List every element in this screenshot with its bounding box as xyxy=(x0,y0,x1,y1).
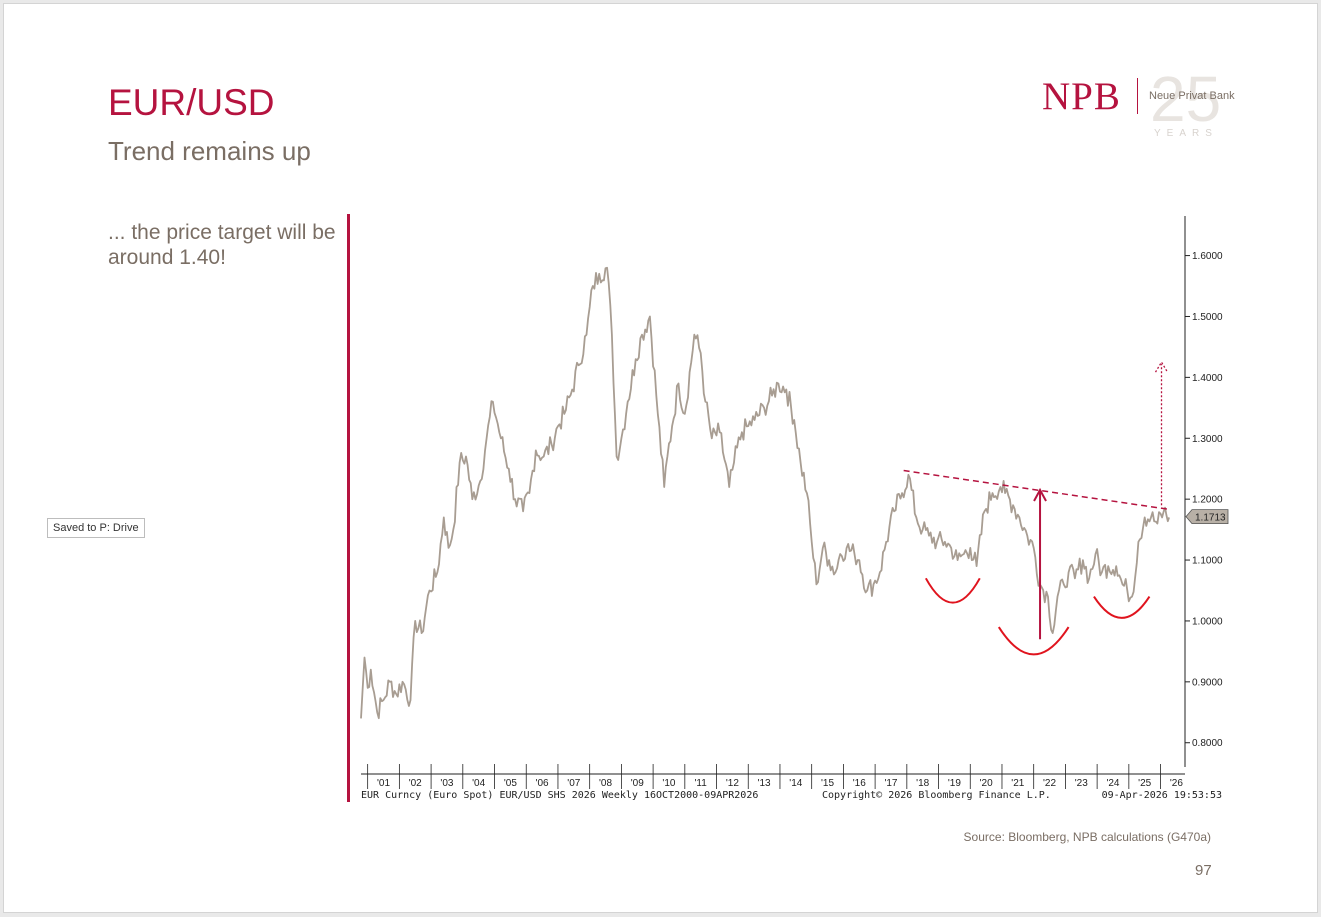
saved-badge[interactable]: Saved to P: Drive xyxy=(47,518,145,538)
annotation-layer xyxy=(903,360,1171,656)
y-tick-label: 0.8000 xyxy=(1192,738,1223,749)
right-shoulder-arc xyxy=(1093,596,1151,619)
y-tick-label: 0.9000 xyxy=(1192,677,1223,688)
y-tick-label: 1.1000 xyxy=(1192,556,1223,567)
page-number: 97 xyxy=(1195,862,1212,879)
commentary-text: ... the price target will be around 1.40… xyxy=(108,221,336,269)
x-tick-label: '07 xyxy=(567,778,580,789)
x-tick-label: '26 xyxy=(1170,778,1183,789)
page-subtitle: Trend remains up xyxy=(108,136,311,166)
x-tick-label: '09 xyxy=(631,778,644,789)
x-tick-label: '25 xyxy=(1138,778,1151,789)
x-tick-label: '15 xyxy=(821,778,834,789)
anniversary-years: YEARS xyxy=(1154,128,1218,139)
x-tick-label: '22 xyxy=(1043,778,1056,789)
price-series-layer xyxy=(360,266,1170,720)
left-shoulder-arc xyxy=(924,577,981,604)
eurusd-chart: 0.8000 0.9000 1.0000 1.1000 1.2000 1.3000 1.40… xyxy=(360,216,1229,801)
y-tick-label: 1.6000 xyxy=(1192,251,1223,262)
source-note: Source: Bloomberg, NPB calculations (G47… xyxy=(963,830,1211,844)
x-tick-label: '04 xyxy=(472,778,485,789)
x-tick-label: '20 xyxy=(980,778,993,789)
y-tick-label: 1.3000 xyxy=(1192,434,1223,445)
last-value-marker xyxy=(1185,509,1229,525)
chart-footnote-right: 09-Apr-2026 19:53:53 xyxy=(1102,790,1222,801)
x-tick-label: '21 xyxy=(1011,778,1024,789)
x-tick-label: '05 xyxy=(504,778,517,789)
y-tick-label: 1.4000 xyxy=(1192,373,1223,384)
x-tick-label: '17 xyxy=(884,778,897,789)
x-tick-label: '24 xyxy=(1106,778,1119,789)
anniversary-mark: 25 xyxy=(1150,63,1222,135)
brand-tagline: Neue Privat Bank xyxy=(1149,90,1235,102)
slide: EUR/USD Trend remains up ... the price t… xyxy=(3,3,1318,913)
x-tick-label: '10 xyxy=(662,778,675,789)
x-tick-label: '06 xyxy=(536,778,549,789)
resistance-trendline xyxy=(903,469,1171,511)
last-value-label: 1.1713 xyxy=(1195,513,1226,524)
x-tick-label: '08 xyxy=(599,778,612,789)
chart-footnote-left: EUR Curncy (Euro Spot) EUR/USD SHS 2026 … xyxy=(361,790,758,801)
chart-footnotes: EUR Curncy (Euro Spot) EUR/USD SHS 2026 … xyxy=(361,790,1222,801)
y-tick-label: 1.5000 xyxy=(1192,312,1223,323)
brand-logo: NPB xyxy=(1042,75,1121,118)
head-arc xyxy=(997,626,1070,656)
y-tick-label: 1.0000 xyxy=(1192,616,1223,627)
target-arrow-head xyxy=(1154,360,1169,373)
page-title: EUR/USD xyxy=(108,82,275,123)
x-tick-label: '23 xyxy=(1075,778,1088,789)
x-tick-label: '16 xyxy=(853,778,866,789)
price-line xyxy=(360,266,1170,720)
x-tick-label: '13 xyxy=(758,778,771,789)
axis-layer: 0.8000 0.9000 1.0000 1.1000 1.2000 1.3000 1.40… xyxy=(361,216,1229,789)
brand-divider xyxy=(1137,78,1138,114)
x-tick-label: '01 xyxy=(377,778,390,789)
x-tick-label: '12 xyxy=(726,778,739,789)
y-tick-label: 1.2000 xyxy=(1192,495,1223,506)
x-tick-label: '14 xyxy=(789,778,802,789)
x-tick-label: '19 xyxy=(948,778,961,789)
x-tick-label: '18 xyxy=(916,778,929,789)
chart-footnote-center: Copyright© 2026 Bloomberg Finance L.P. xyxy=(822,790,1051,801)
x-tick-label: '02 xyxy=(409,778,422,789)
accent-bar xyxy=(347,214,350,802)
measured-move-arrow-head xyxy=(1033,487,1047,502)
x-tick-label: '03 xyxy=(440,778,453,789)
x-tick-label: '11 xyxy=(695,778,708,789)
